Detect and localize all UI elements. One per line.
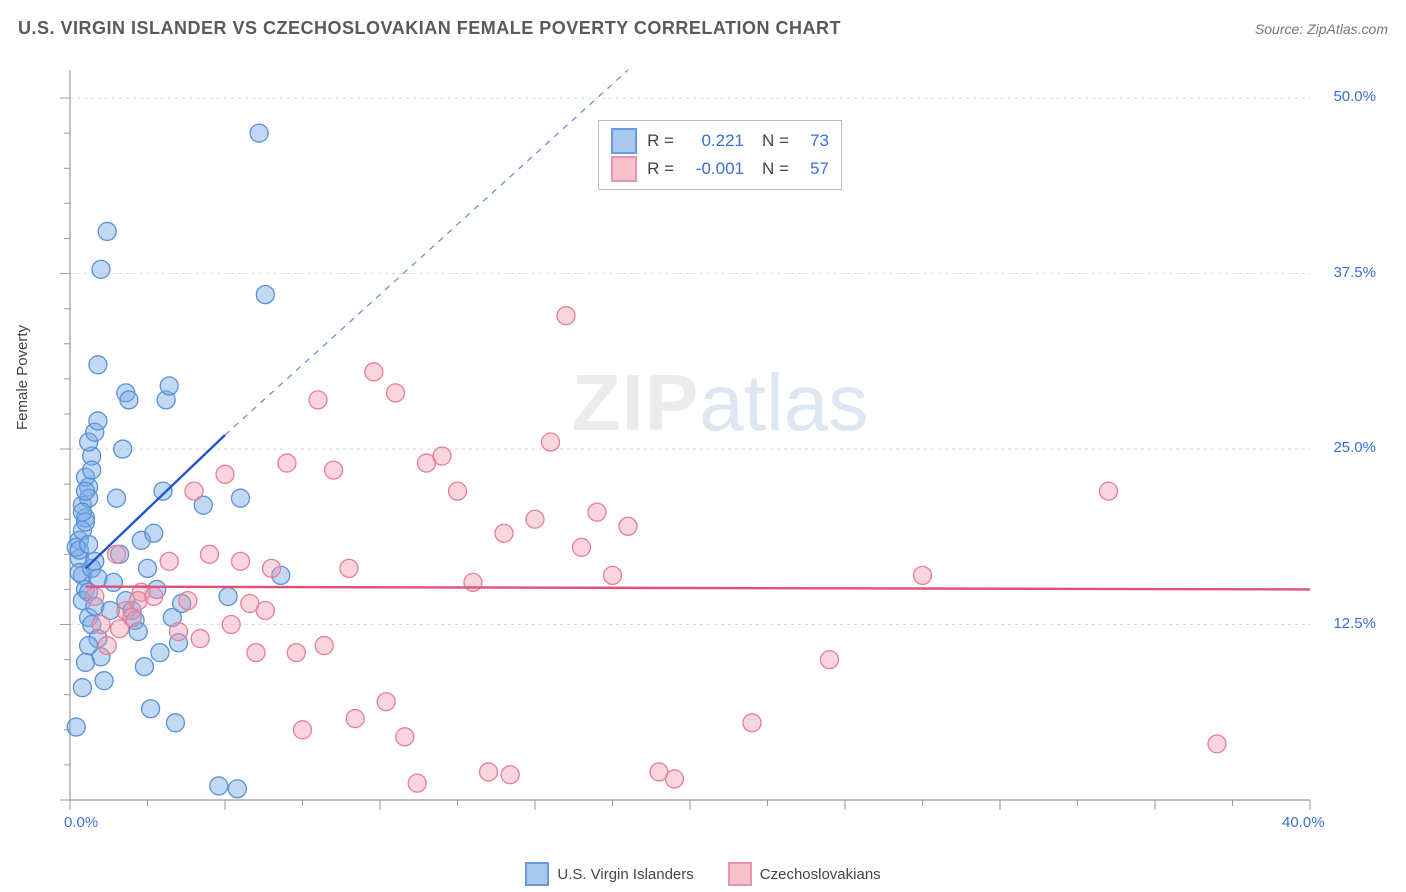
legend-label: U.S. Virgin Islanders: [557, 866, 693, 883]
n-label: N =: [762, 159, 789, 179]
n-value: 73: [799, 131, 829, 151]
legend-swatch: [728, 862, 752, 886]
series-legend: U.S. Virgin Islanders Czechoslovakians: [0, 862, 1406, 886]
chart-title: U.S. VIRGIN ISLANDER VS CZECHOSLOVAKIAN …: [18, 18, 841, 39]
legend-item: U.S. Virgin Islanders: [525, 862, 693, 886]
legend-swatch: [611, 156, 637, 182]
correlation-row: R = -0.001 N = 57: [611, 155, 829, 183]
r-value: 0.221: [684, 131, 744, 151]
source-label: Source:: [1255, 21, 1303, 37]
y-axis-label: Female Poverty: [14, 325, 31, 430]
r-label: R =: [647, 131, 674, 151]
y-tick-label: 50.0%: [1316, 88, 1376, 105]
y-tick-label: 37.5%: [1316, 264, 1376, 281]
n-label: N =: [762, 131, 789, 151]
legend-label: Czechoslovakians: [760, 866, 881, 883]
r-value: -0.001: [684, 159, 744, 179]
x-tick-label: 0.0%: [64, 814, 98, 831]
y-tick-label: 12.5%: [1316, 615, 1376, 632]
legend-swatch: [525, 862, 549, 886]
correlation-row: R = 0.221 N = 73: [611, 127, 829, 155]
source-name: ZipAtlas.com: [1307, 21, 1388, 37]
source-line: Source: ZipAtlas.com: [1255, 21, 1388, 37]
legend-swatch: [611, 128, 637, 154]
r-label: R =: [647, 159, 674, 179]
x-tick-label: 40.0%: [1282, 814, 1325, 831]
y-tick-label: 25.0%: [1316, 439, 1376, 456]
legend-item: Czechoslovakians: [728, 862, 881, 886]
plot-area: ZIPatlas R =0.221N =73R =-0.001N =57 0.0…: [60, 60, 1380, 840]
correlation-legend: R = 0.221 N = 73 R = -0.001 N = 57: [598, 120, 842, 190]
n-value: 57: [799, 159, 829, 179]
